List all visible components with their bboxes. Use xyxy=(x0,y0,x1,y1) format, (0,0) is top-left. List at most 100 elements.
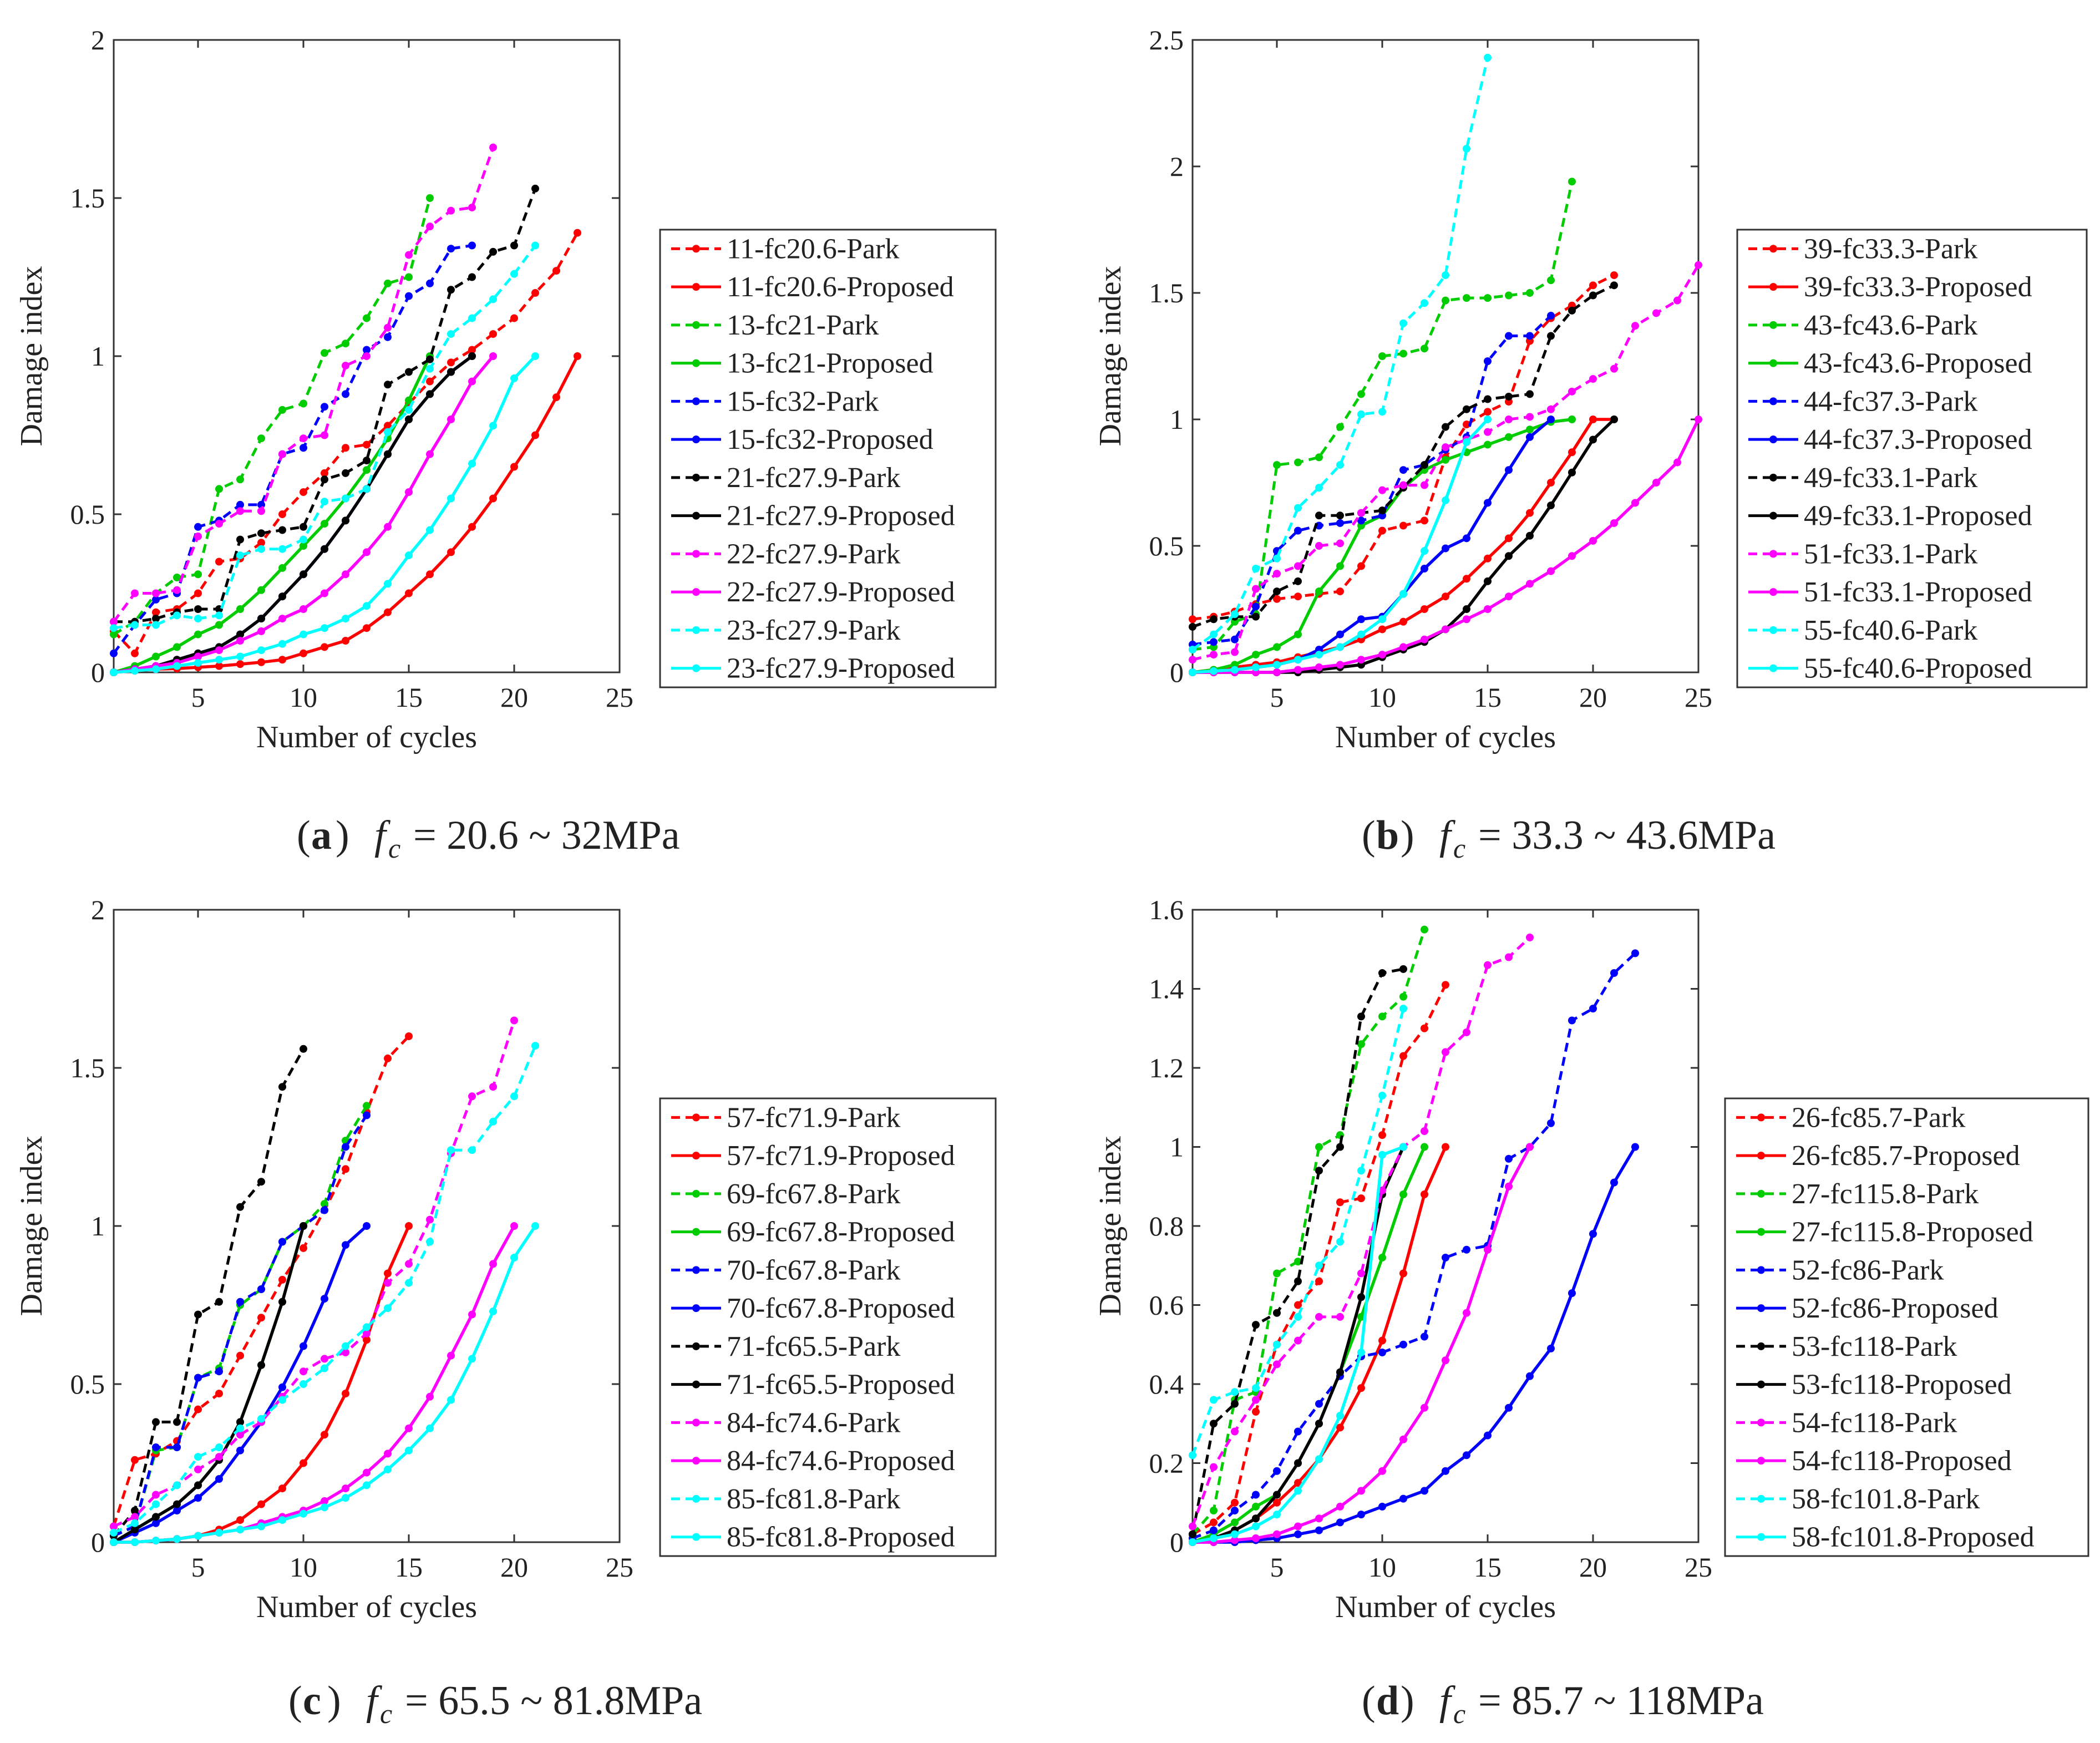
legend-box xyxy=(659,229,997,688)
plot-frame xyxy=(1191,909,1700,1543)
data-point xyxy=(405,396,413,404)
legend-label: 27-fc115.8-Proposed xyxy=(1792,1217,2033,1248)
x-tick-label: 5 xyxy=(1270,682,1284,713)
data-point xyxy=(152,1500,160,1508)
data-point xyxy=(1336,587,1344,596)
legend-marker xyxy=(1769,397,1777,406)
legend-label: 49-fc33.1-Proposed xyxy=(1804,500,2032,532)
data-point xyxy=(194,1374,202,1382)
data-point xyxy=(215,1443,223,1451)
data-point xyxy=(1378,625,1386,634)
y-tick-label: 0.8 xyxy=(1149,1210,1184,1242)
data-point xyxy=(384,1450,392,1458)
data-point xyxy=(489,247,497,256)
data-point xyxy=(194,532,202,540)
y-tick-label: 2 xyxy=(91,894,105,925)
y-tick-label: 1 xyxy=(1170,1132,1184,1163)
series-line xyxy=(113,355,579,674)
data-point xyxy=(363,466,371,474)
legend-label: 57-fc71.9-Proposed xyxy=(727,1140,955,1172)
data-point xyxy=(1231,1518,1239,1527)
legend-label: 55-fc40.6-Proposed xyxy=(1804,653,2032,685)
data-point xyxy=(1610,1178,1618,1187)
data-point xyxy=(1315,1400,1323,1408)
data-point xyxy=(152,595,160,604)
data-point xyxy=(1336,1518,1344,1527)
data-point xyxy=(215,656,223,664)
data-point xyxy=(300,434,307,443)
data-point xyxy=(1357,516,1365,525)
legend-marker xyxy=(1769,664,1777,672)
data-point xyxy=(1442,592,1449,601)
data-point xyxy=(1294,1336,1302,1345)
legend-marker xyxy=(692,1342,700,1350)
data-point xyxy=(321,469,328,477)
data-point xyxy=(257,1415,265,1423)
data-point xyxy=(1463,605,1470,613)
legend-label: 84-fc74.6-Proposed xyxy=(727,1445,955,1477)
data-point xyxy=(1378,1349,1386,1356)
x-tick-label: 15 xyxy=(395,682,423,713)
data-point xyxy=(1568,468,1576,477)
data-point xyxy=(1505,552,1513,560)
data-point xyxy=(468,1310,476,1319)
data-point xyxy=(1463,615,1470,624)
data-point xyxy=(1273,595,1281,603)
caption-label: c xyxy=(303,1678,321,1724)
x-tick-label: 20 xyxy=(500,1552,528,1583)
data-point xyxy=(1378,969,1386,977)
legend-label: 69-fc67.8-Park xyxy=(727,1178,900,1210)
data-point xyxy=(1273,587,1281,596)
data-point xyxy=(1315,1167,1323,1175)
data-point xyxy=(152,1491,160,1499)
legend-label: 85-fc81.8-Park xyxy=(727,1483,900,1515)
legend-marker xyxy=(1757,1304,1765,1313)
data-point xyxy=(1399,1494,1407,1503)
legend-marker xyxy=(1757,1189,1765,1198)
data-point xyxy=(278,1516,286,1524)
data-point xyxy=(426,526,434,534)
data-point xyxy=(1547,501,1555,510)
series-line xyxy=(1191,936,1531,1527)
data-point xyxy=(1505,534,1513,543)
y-tick-label: 0.2 xyxy=(1149,1448,1184,1479)
data-point xyxy=(1526,390,1534,398)
data-point xyxy=(1357,1349,1365,1356)
data-point xyxy=(405,1222,413,1230)
data-point xyxy=(489,1307,497,1315)
data-point xyxy=(1231,1498,1239,1507)
data-point xyxy=(1210,615,1218,624)
data-point xyxy=(405,406,413,414)
legend-label: 11-fc20.6-Park xyxy=(727,233,899,265)
x-tick-label: 20 xyxy=(1579,682,1607,713)
data-point xyxy=(426,1238,434,1246)
data-point xyxy=(1442,296,1449,305)
data-point xyxy=(1589,536,1597,545)
x-axis-label: Number of cycles xyxy=(256,1590,477,1624)
data-point xyxy=(384,279,392,287)
data-point xyxy=(1526,1372,1534,1380)
legend-marker xyxy=(692,473,700,482)
legend-label: 23-fc27.9-Proposed xyxy=(727,653,955,685)
data-point xyxy=(194,570,202,579)
data-point xyxy=(342,615,349,623)
data-point xyxy=(257,1361,265,1369)
data-point xyxy=(574,352,581,360)
data-point xyxy=(1231,1536,1239,1544)
data-point xyxy=(1610,969,1618,977)
data-point xyxy=(1589,1230,1597,1238)
data-point xyxy=(405,1032,413,1040)
legend-label: 51-fc33.1-Proposed xyxy=(1804,576,2032,608)
data-point xyxy=(300,444,307,452)
data-point xyxy=(1252,1407,1260,1416)
data-point xyxy=(1294,577,1302,585)
data-point xyxy=(363,548,371,556)
panel-d: 0 0.2 0.4 0.6 0.8 1 1.2 1.4 1.6 5 10 15 20 25 Number o… xyxy=(1093,894,2089,1729)
legend: 26-fc85.7-Park 26-fc85.7-Proposed 27-fc115… xyxy=(1724,1097,2089,1557)
data-point xyxy=(1399,1269,1407,1278)
data-point xyxy=(1399,521,1407,530)
data-point xyxy=(1294,1301,1302,1309)
data-point xyxy=(215,1367,223,1376)
